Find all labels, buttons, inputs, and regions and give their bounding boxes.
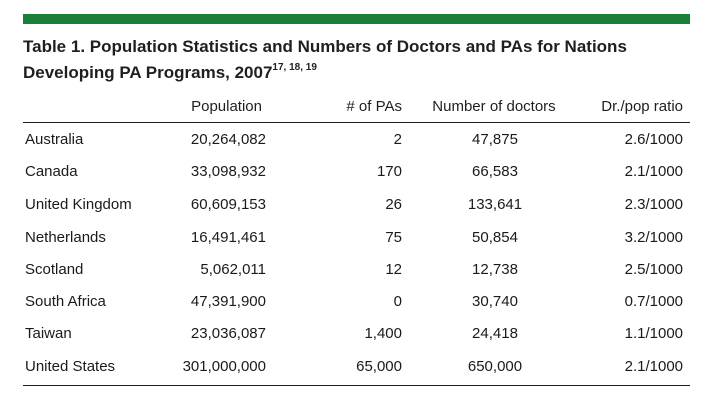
cell-population: 47,391,900 — [190, 293, 266, 310]
table-row: Taiwan 23,036,087 1,400 24,418 1.1/1000 — [0, 324, 717, 346]
cell-population: 23,036,087 — [190, 325, 266, 342]
cell-pas: 1,400 — [364, 325, 402, 342]
cell-pas: 170 — [376, 163, 402, 180]
cell-population: 16,491,461 — [190, 229, 266, 246]
table-row: Canada 33,098,932 170 66,583 2.1/1000 — [0, 162, 717, 184]
cell-doctors: 12,738 — [472, 261, 518, 278]
table-title-line-1: Table 1. Population Statistics and Numbe… — [23, 37, 627, 56]
table-row: Australia 20,264,082 2 47,875 2.6/1000 — [0, 130, 717, 152]
cell-ratio: 2.3/1000 — [624, 196, 683, 213]
table-title: Table 1. Population Statistics and Numbe… — [23, 34, 693, 86]
cell-country: United States — [25, 358, 116, 375]
cell-ratio: 2.5/1000 — [624, 261, 683, 278]
cell-pas: 26 — [385, 196, 402, 213]
cell-country: Canada — [25, 163, 78, 180]
cell-population: 20,264,082 — [190, 131, 266, 148]
cell-country: United Kingdom — [25, 196, 132, 213]
cell-doctors: 50,854 — [472, 229, 518, 246]
cell-population: 301,000,000 — [182, 358, 266, 375]
header-pas: # of PAs — [346, 98, 402, 115]
cell-population: 60,609,153 — [190, 196, 266, 213]
cell-country: Netherlands — [25, 229, 106, 246]
cell-country: Scotland — [25, 261, 84, 278]
cell-country: South Africa — [25, 293, 106, 310]
cell-ratio: 1.1/1000 — [624, 325, 683, 342]
cell-doctors: 24,418 — [472, 325, 518, 342]
cell-ratio: 3.2/1000 — [624, 229, 683, 246]
cell-country: Australia — [25, 131, 84, 148]
cell-doctors: 47,875 — [472, 131, 518, 148]
cell-doctors: 30,740 — [472, 293, 518, 310]
cell-ratio: 2.6/1000 — [624, 131, 683, 148]
table-row: South Africa 47,391,900 0 30,740 0.7/100… — [0, 292, 717, 314]
accent-bar — [23, 14, 690, 24]
table-row: Scotland 5,062,011 12 12,738 2.5/1000 — [0, 260, 717, 282]
cell-doctors: 133,641 — [467, 196, 523, 213]
table-row: United States 301,000,000 65,000 650,000… — [0, 357, 717, 379]
cell-pas: 12 — [385, 261, 402, 278]
header-doctors: Number of doctors — [432, 98, 556, 115]
cell-ratio: 2.1/1000 — [624, 163, 683, 180]
table-row: United Kingdom 60,609,153 26 133,641 2.3… — [0, 195, 717, 217]
table-title-references: 17, 18, 19 — [272, 62, 317, 74]
table-title-line-2: Developing PA Programs, 2007 — [23, 63, 273, 82]
table-row: Netherlands 16,491,461 75 50,854 3.2/100… — [0, 228, 717, 250]
header-population: Population — [191, 98, 262, 115]
cell-doctors: 650,000 — [467, 358, 523, 375]
cell-pas: 2 — [393, 131, 402, 148]
header-divider — [23, 122, 690, 123]
cell-population: 5,062,011 — [200, 261, 266, 278]
cell-country: Taiwan — [25, 325, 72, 342]
cell-population: 33,098,932 — [190, 163, 266, 180]
cell-pas: 0 — [393, 293, 402, 310]
bottom-divider — [23, 385, 690, 386]
cell-pas: 75 — [385, 229, 402, 246]
cell-doctors: 66,583 — [472, 163, 518, 180]
cell-ratio: 2.1/1000 — [624, 358, 683, 375]
header-ratio: Dr./pop ratio — [601, 98, 683, 115]
cell-pas: 65,000 — [356, 358, 402, 375]
cell-ratio: 0.7/1000 — [624, 293, 683, 310]
